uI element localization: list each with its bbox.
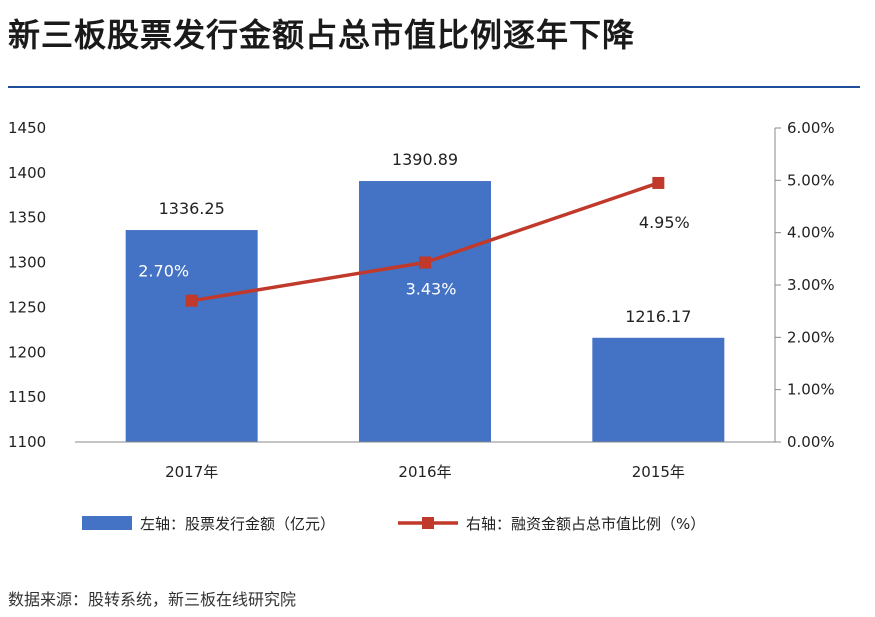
line-value-labels: 2.70% 3.43% 4.95% (138, 213, 689, 299)
x-axis-ticks: 2017年 2016年 2015年 (165, 463, 685, 481)
legend-bar-swatch (82, 516, 132, 530)
line-marker-2 (652, 176, 665, 189)
bars (125, 181, 725, 442)
left-tick-label: 1100 (8, 433, 46, 451)
right-tick-label: 4.00% (787, 224, 835, 242)
right-tick-label: 0.00% (787, 433, 835, 451)
bar-0 (125, 230, 258, 442)
left-tick-label: 1400 (8, 164, 46, 182)
line-series (185, 176, 665, 307)
legend: 左轴：股票发行金额（亿元） 右轴：融资金额占总市值比例（%） (82, 515, 705, 533)
bar-label-0: 1336.25 (159, 199, 225, 218)
right-tick-label: 5.00% (787, 171, 835, 189)
title-divider (8, 86, 860, 88)
bar-1 (359, 181, 491, 442)
page-title: 新三板股票发行金额占总市值比例逐年下降 (8, 16, 636, 54)
left-tick-label: 1350 (8, 209, 46, 227)
bar-value-labels: 1336.25 1390.89 1216.17 (159, 150, 692, 326)
bar-label-2: 1216.17 (625, 307, 691, 326)
x-tick-label-0: 2017年 (165, 463, 218, 481)
left-tick-label: 1150 (8, 388, 46, 406)
line-label-2: 4.95% (639, 213, 690, 232)
left-tick-label: 1300 (8, 254, 46, 272)
left-tick-label: 1450 (8, 119, 46, 137)
bar-2 (592, 337, 725, 442)
legend-bar-label: 左轴：股票发行金额（亿元） (140, 515, 335, 533)
legend-line-marker (422, 517, 434, 529)
line-marker-0 (185, 294, 198, 307)
x-tick-label-1: 2016年 (398, 463, 451, 481)
left-tick-label: 1250 (8, 298, 46, 316)
bar-label-1: 1390.89 (392, 150, 458, 169)
line-marker-1 (419, 256, 431, 269)
right-tick-label: 1.00% (787, 381, 835, 399)
right-tick-label: 6.00% (787, 119, 835, 137)
right-tick-label: 2.00% (787, 328, 835, 346)
line-label-0: 2.70% (138, 262, 189, 281)
x-tick-label-2: 2015年 (632, 463, 685, 481)
legend-line-label: 右轴：融资金额占总市值比例（%） (466, 515, 705, 533)
source-note: 数据来源：股转系统，新三板在线研究院 (8, 590, 297, 609)
left-axis-ticks: 1100 1150 1200 1250 1300 1350 1400 1450 (8, 119, 46, 451)
right-axis: 0.00% 1.00% 2.00% 3.00% 4.00% 5.00% 6.00% (774, 119, 835, 451)
right-tick-label: 3.00% (787, 276, 835, 294)
line-label-1: 3.43% (406, 279, 457, 298)
left-tick-label: 1200 (8, 343, 46, 361)
